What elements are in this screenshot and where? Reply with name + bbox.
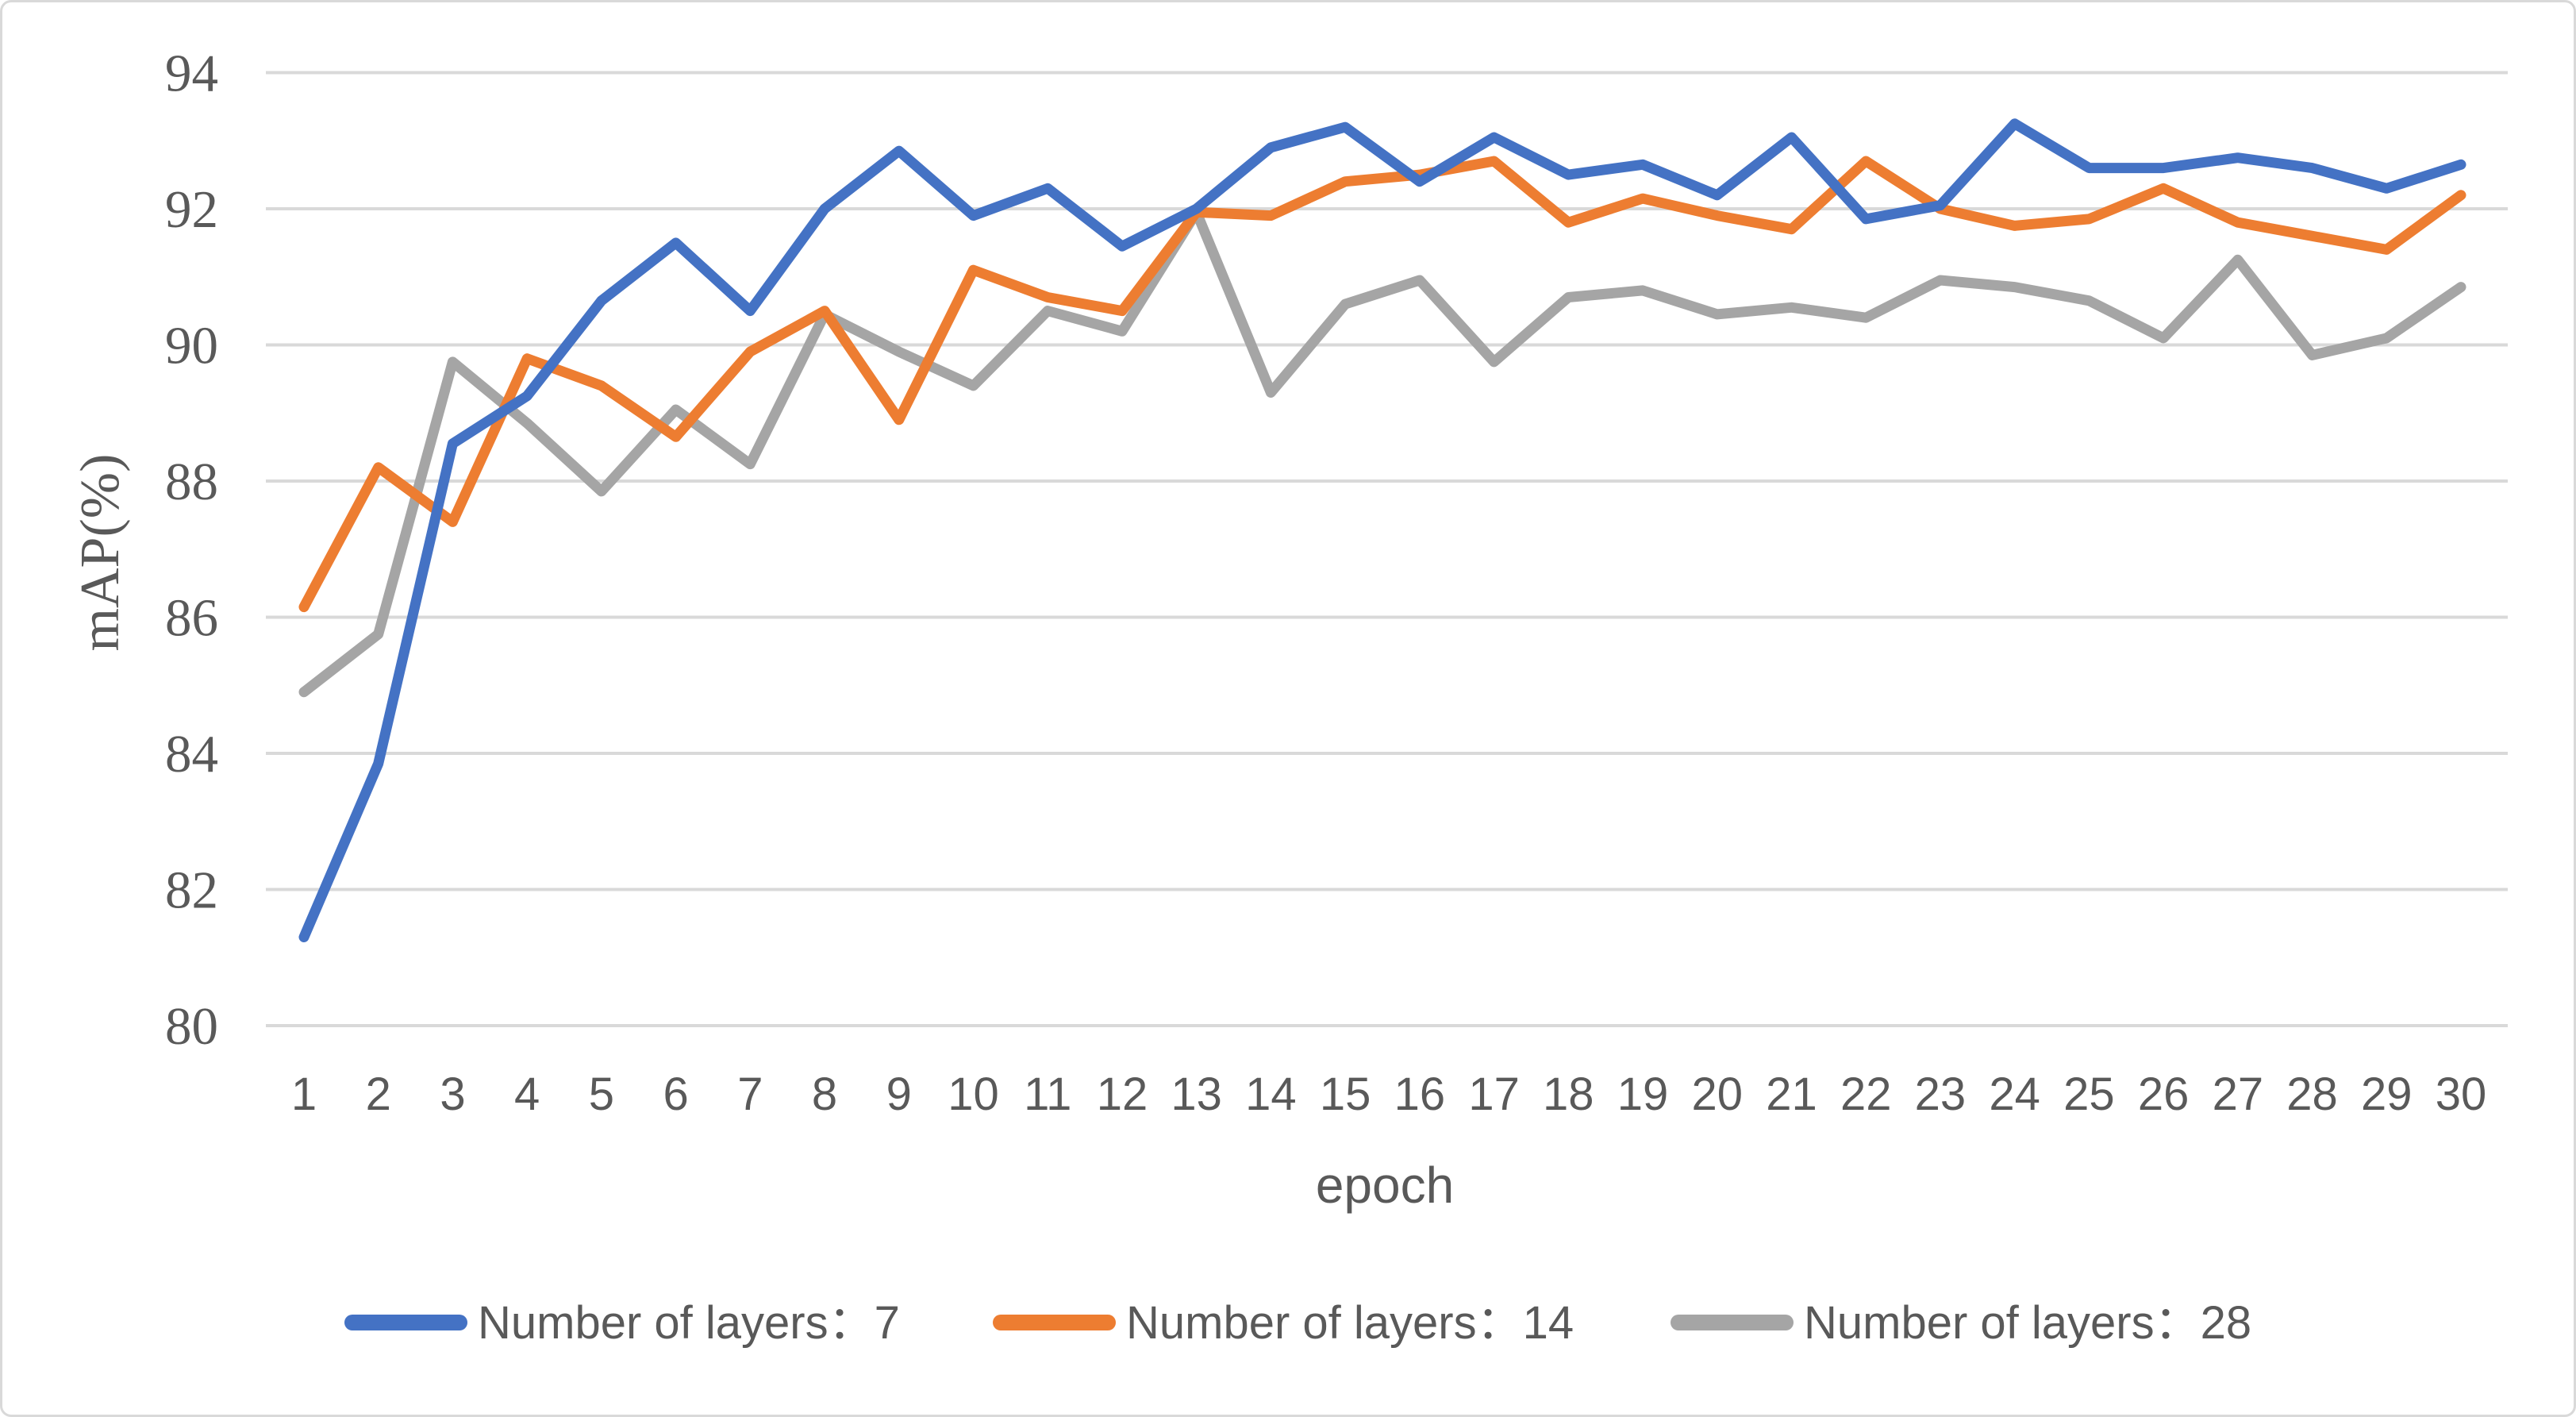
y-tick-label: 80: [165, 997, 218, 1056]
x-tick-label: 22: [1840, 1069, 1892, 1120]
legend-marker-line: [344, 1315, 467, 1330]
x-tick-label: 12: [1097, 1069, 1148, 1120]
legend-label: Number of layers：14: [1126, 1297, 1574, 1349]
x-tick-label: 1: [291, 1069, 317, 1120]
y-tick-label: 84: [165, 725, 218, 784]
y-tick-label: 90: [165, 317, 218, 375]
x-tick-label: 20: [1692, 1069, 1744, 1120]
x-tick-label: 9: [886, 1069, 912, 1120]
x-tick-label: 23: [1915, 1069, 1967, 1120]
y-tick-label: 82: [165, 861, 218, 920]
x-tick-label: 13: [1171, 1069, 1222, 1120]
x-tick-label: 3: [440, 1069, 465, 1120]
x-tick-label: 7: [737, 1069, 763, 1120]
x-axis-tick-labels: 1 2 3 4 5 6 7 8 9 10 11 12 13 14 15 16 17 18 19 20 21 22 23 24 2…: [291, 1069, 2486, 1120]
x-tick-label: 16: [1394, 1069, 1446, 1120]
legend: Number of layers：7 Number of layers：14 Num…: [344, 1297, 2251, 1349]
x-axis-title: epoch: [1316, 1157, 1454, 1214]
x-tick-label: 30: [2436, 1069, 2487, 1120]
series-line-7-layers: [298, 118, 2466, 942]
y-tick-label: 88: [165, 452, 218, 511]
x-tick-label: 19: [1617, 1069, 1669, 1120]
series-lines: [298, 118, 2466, 942]
x-tick-label: 17: [1468, 1069, 1520, 1120]
x-tick-label: 15: [1320, 1069, 1371, 1120]
x-tick-label: 28: [2286, 1069, 2338, 1120]
x-tick-label: 8: [812, 1069, 837, 1120]
x-tick-label: 2: [366, 1069, 391, 1120]
x-tick-label: 11: [1024, 1069, 1071, 1120]
x-tick-label: 21: [1766, 1069, 1817, 1120]
x-tick-label: 26: [2138, 1069, 2190, 1120]
x-tick-label: 6: [663, 1069, 688, 1120]
legend-marker-line: [993, 1315, 1116, 1330]
x-tick-label: 25: [2063, 1069, 2115, 1120]
x-tick-label: 27: [2213, 1069, 2264, 1120]
x-tick-label: 14: [1245, 1069, 1297, 1120]
x-tick-label: 10: [948, 1069, 999, 1120]
legend-item: Number of layers：14: [993, 1297, 1574, 1349]
y-tick-label: 86: [165, 589, 218, 648]
y-tick-label: 92: [165, 180, 218, 239]
y-tick-label: 94: [165, 44, 218, 103]
x-tick-label: 24: [1989, 1069, 2040, 1120]
y-axis-tick-labels: 80 82 84 86 88 90 92 94: [165, 44, 218, 1057]
x-tick-label: 29: [2361, 1069, 2413, 1120]
gridlines: [266, 71, 2508, 1027]
legend-marker-line: [1671, 1315, 1794, 1330]
legend-label: Number of layers：7: [478, 1297, 900, 1349]
legend-item: Number of layers：28: [1671, 1297, 2251, 1349]
y-axis-title: mAP(%): [70, 454, 131, 652]
legend-label: Number of layers：28: [1804, 1297, 2251, 1349]
legend-item: Number of layers：7: [344, 1297, 900, 1349]
x-tick-label: 5: [589, 1069, 614, 1120]
series-line-14-layers: [298, 156, 2466, 613]
x-tick-label: 18: [1543, 1069, 1594, 1120]
x-tick-label: 4: [514, 1069, 540, 1120]
